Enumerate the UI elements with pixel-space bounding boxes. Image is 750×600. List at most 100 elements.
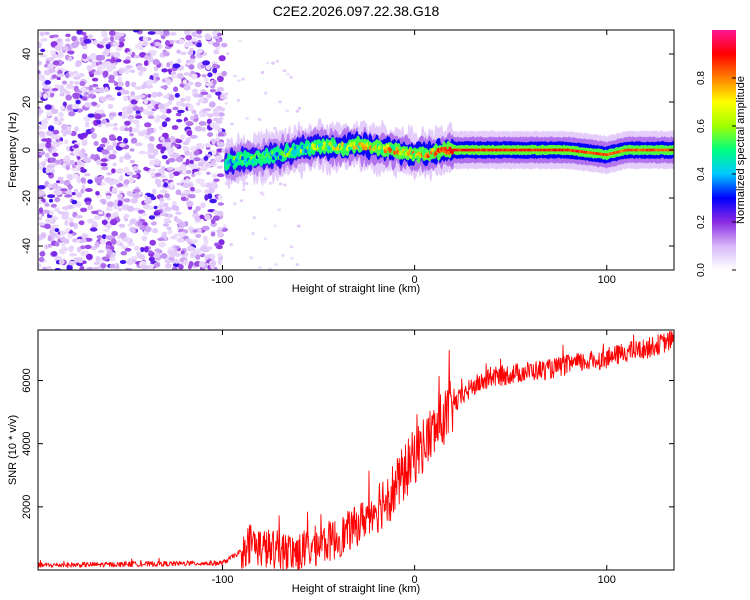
noise-cell xyxy=(81,185,86,190)
noise-cell xyxy=(203,78,209,83)
noise-cell xyxy=(91,210,99,215)
noise-cell xyxy=(84,173,91,177)
noise-cell xyxy=(148,250,153,254)
noise-cell xyxy=(162,223,169,227)
noise-cell xyxy=(204,162,213,168)
noise-cell xyxy=(101,118,107,125)
noise-cell xyxy=(42,167,47,174)
noise-cell xyxy=(86,157,92,164)
noise-cell xyxy=(190,54,196,60)
noise-cell xyxy=(192,249,197,255)
noise-cell xyxy=(130,197,138,204)
noise-cell xyxy=(169,181,174,188)
noise-cell xyxy=(92,221,98,226)
noise-cell xyxy=(216,165,223,169)
noise-cell xyxy=(167,100,173,106)
noise-cell xyxy=(172,200,177,207)
noise-cell xyxy=(148,215,156,220)
noise-cell xyxy=(40,48,46,53)
noise-cell xyxy=(212,35,220,40)
noise-cell xyxy=(54,159,63,165)
noise-cell xyxy=(147,115,155,119)
noise-cell xyxy=(190,239,199,244)
noise-cell xyxy=(77,133,83,139)
noise-cell xyxy=(109,30,116,36)
noise-cell xyxy=(126,205,135,212)
colorbar: 0.0 0.2 0.4 0.6 0.8 Normalized spectral ampl… xyxy=(696,30,747,277)
snr-line xyxy=(38,330,674,570)
noise-cell xyxy=(194,113,199,120)
noise-cell xyxy=(68,245,75,250)
colorbar-label: Normalized spectral amplitude xyxy=(735,76,747,224)
noise-cell xyxy=(182,182,191,189)
noise-cell xyxy=(63,139,69,145)
noise-cell xyxy=(218,132,224,137)
noise-cell xyxy=(194,125,203,132)
noise-cell xyxy=(41,267,48,270)
y-tick-label: 6000 xyxy=(21,368,33,392)
noise-cell xyxy=(224,92,229,96)
noise-cell xyxy=(104,177,113,183)
noise-cell xyxy=(161,68,168,73)
noise-cell xyxy=(124,120,131,126)
noise-cell xyxy=(94,177,103,184)
noise-cell xyxy=(96,67,103,72)
signal-cell xyxy=(421,151,425,157)
noise-cell xyxy=(174,93,180,98)
noise-cell xyxy=(76,30,83,35)
noise-cell xyxy=(54,116,59,122)
colorbar-tick-label: 0.8 xyxy=(696,71,707,85)
noise-cell xyxy=(79,87,87,92)
figure-title: C2E2.2026.097.22.38.G18 xyxy=(273,3,440,19)
noise-cell xyxy=(100,158,108,162)
noise-cell xyxy=(168,172,175,179)
noise-cell xyxy=(54,196,61,203)
noise-cell xyxy=(65,33,71,38)
noise-cell xyxy=(197,98,204,103)
noise-cell xyxy=(89,73,94,78)
signal-cell xyxy=(285,152,289,158)
noise-cell xyxy=(187,50,194,56)
noise-cell xyxy=(160,212,166,216)
noise-cell xyxy=(44,152,50,158)
noise-cell xyxy=(295,109,300,113)
spectrogram-ylabel: Frequency (Hz) xyxy=(7,112,19,188)
noise-cell xyxy=(178,264,184,270)
noise-cell xyxy=(76,192,83,198)
noise-cell xyxy=(152,59,160,66)
noise-cell xyxy=(80,238,87,243)
noise-cell xyxy=(160,85,169,89)
noise-cell xyxy=(278,100,282,104)
noise-cell xyxy=(65,38,71,42)
signal-cell xyxy=(329,143,333,148)
noise-cell xyxy=(195,254,201,260)
noise-cell xyxy=(158,125,164,131)
noise-cell xyxy=(64,130,73,135)
noise-cell xyxy=(101,198,107,205)
noise-cell xyxy=(144,122,152,128)
noise-cell xyxy=(51,143,59,147)
noise-cell xyxy=(63,179,71,186)
noise-cell xyxy=(174,143,180,148)
noise-cell xyxy=(157,168,163,174)
noise-cell xyxy=(44,80,51,85)
noise-cell xyxy=(65,72,70,79)
noise-cell xyxy=(50,108,59,115)
noise-cell xyxy=(62,80,67,85)
noise-cell xyxy=(146,104,155,110)
noise-cell xyxy=(108,154,117,160)
noise-cell xyxy=(297,106,302,110)
noise-cell xyxy=(42,37,48,42)
noise-cell xyxy=(132,165,139,171)
noise-cell xyxy=(105,212,111,218)
noise-cell xyxy=(38,108,44,115)
signal-cell xyxy=(352,145,356,150)
noise-cell xyxy=(204,33,211,39)
noise-cell xyxy=(185,121,194,127)
noise-cell xyxy=(108,112,116,117)
noise-cell xyxy=(175,112,181,117)
noise-cell xyxy=(100,113,106,118)
noise-cell xyxy=(61,123,68,130)
noise-cell xyxy=(64,219,69,226)
